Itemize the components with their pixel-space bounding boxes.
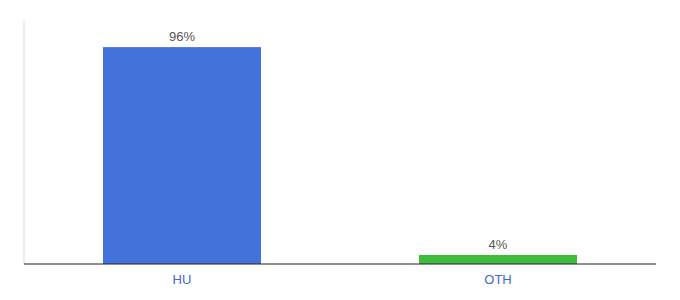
- bar: [419, 255, 577, 264]
- y-axis-line: [24, 20, 25, 264]
- bars: [103, 47, 577, 264]
- x-axis-line: [24, 264, 656, 265]
- data-label: 96%: [169, 29, 195, 44]
- x-tick-label: HU: [173, 272, 192, 287]
- chart: 96% 4% HU OTH: [0, 0, 680, 300]
- bar: [103, 47, 261, 264]
- x-tick-label: OTH: [484, 272, 511, 287]
- data-label: 4%: [489, 237, 508, 252]
- chart-container: 96% 4% HU OTH: [0, 0, 680, 300]
